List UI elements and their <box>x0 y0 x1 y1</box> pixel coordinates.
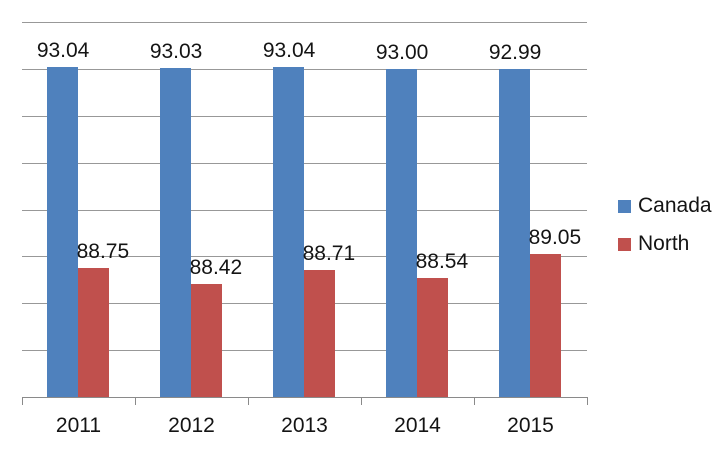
x-axis-label-2014: 2014 <box>394 414 441 437</box>
gridline <box>22 162 587 164</box>
legend: Canada North <box>618 194 712 256</box>
bar-north-2015 <box>530 254 561 397</box>
gridline <box>22 68 587 70</box>
x-axis-tick <box>22 397 23 405</box>
data-label-north-2012: 88.42 <box>189 255 243 279</box>
legend-swatch-canada-icon <box>618 199 631 213</box>
legend-swatch-north-icon <box>618 237 631 251</box>
bar-north-2013 <box>304 270 335 397</box>
data-label-north-2013: 88.71 <box>302 242 356 265</box>
x-axis-tick <box>361 397 362 405</box>
gridline <box>22 209 587 211</box>
x-axis-label-2012: 2012 <box>168 414 215 437</box>
data-label-canada-2011: 93.04 <box>36 39 90 62</box>
legend-item-north: North <box>618 232 712 256</box>
data-label-north-2011: 88.75 <box>76 240 130 264</box>
bar-north-2014 <box>417 277 448 397</box>
x-axis-tick <box>135 397 136 405</box>
data-label-north-2014: 88.54 <box>415 249 469 273</box>
data-label-canada-2013: 93.04 <box>262 39 316 62</box>
bar-canada-2011 <box>47 67 79 397</box>
legend-item-canada: Canada <box>618 194 712 218</box>
legend-label-north: North <box>638 232 690 255</box>
bar-canada-2014 <box>386 68 418 397</box>
x-axis-line <box>22 397 588 398</box>
legend-label-canada: Canada <box>638 194 712 217</box>
x-axis-tick <box>248 397 249 405</box>
gridline <box>22 256 587 258</box>
data-label-north-2015: 89.05 <box>528 226 582 249</box>
gridline <box>22 115 587 117</box>
x-axis-label-2013: 2013 <box>281 414 328 437</box>
bar-north-2011 <box>78 268 109 397</box>
x-axis-label-2015: 2015 <box>507 414 554 437</box>
data-label-canada-2012: 93.03 <box>149 39 203 63</box>
bar-canada-2013 <box>273 67 305 397</box>
gridline <box>22 22 587 23</box>
x-axis-tick <box>587 397 588 405</box>
bar-canada-2012 <box>160 67 192 397</box>
bar-north-2012 <box>191 283 222 397</box>
data-label-canada-2015: 92.99 <box>488 41 542 65</box>
x-axis-label-2011: 2011 <box>55 414 102 437</box>
bar-canada-2015 <box>499 69 531 397</box>
x-axis-tick <box>474 397 475 405</box>
data-label-canada-2014: 93.00 <box>375 40 429 64</box>
